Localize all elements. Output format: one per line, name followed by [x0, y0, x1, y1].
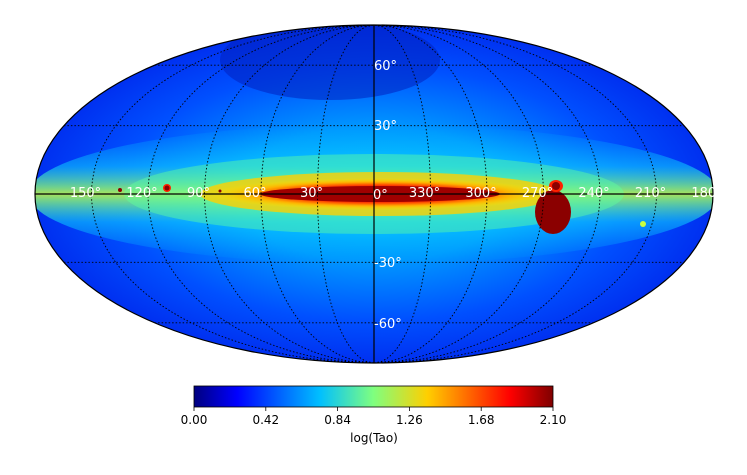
colorbar-tick-label: 1.68 — [468, 413, 495, 427]
colorbar-ticks: 0.00 0.42 0.84 1.26 1.68 2.10 — [181, 407, 567, 427]
meridian-line — [260, 25, 375, 363]
longitude-label: 240° — [578, 186, 609, 201]
map-border — [34, 24, 714, 364]
small-blob — [552, 182, 560, 190]
meridian-line — [373, 25, 488, 363]
longitude-label: 90° — [187, 186, 210, 201]
colorbar — [193, 385, 554, 408]
longitude-label: 330° — [409, 186, 440, 201]
longitude-label: 30° — [300, 186, 323, 201]
longitude-labels: 150° 120° 90° 60° 30° 330° 300° 270° 240° 210° 180… — [70, 186, 723, 201]
colorbar-tick-label: 0.00 — [181, 413, 208, 427]
longitude-label: 60° — [243, 186, 266, 201]
longitude-label: 270° — [522, 186, 553, 201]
colorbar-tick-label: 0.84 — [324, 413, 351, 427]
longitude-label: 180° — [691, 186, 722, 201]
colorbar-tick-label: 1.26 — [396, 413, 423, 427]
lat-label-minus-60: -60° — [374, 317, 402, 332]
longitude-label: 300° — [465, 186, 496, 201]
lat-label-0: 0° — [373, 188, 388, 203]
lat-label-60: 60° — [374, 59, 397, 74]
colorbar-tick-label: 0.42 — [252, 413, 279, 427]
colorbar-tick-label: 2.10 — [540, 413, 567, 427]
large-blob — [535, 190, 571, 234]
longitude-label: 210° — [635, 186, 666, 201]
colorbar-label: log(Tao) — [350, 431, 398, 445]
spot-120 — [164, 185, 170, 191]
lat-label-minus-30: -30° — [374, 256, 402, 271]
lat-label-30: 30° — [374, 119, 397, 134]
spot-210 — [640, 221, 646, 227]
longitude-label: 150° — [70, 186, 101, 201]
longitude-label: 120° — [126, 186, 157, 201]
